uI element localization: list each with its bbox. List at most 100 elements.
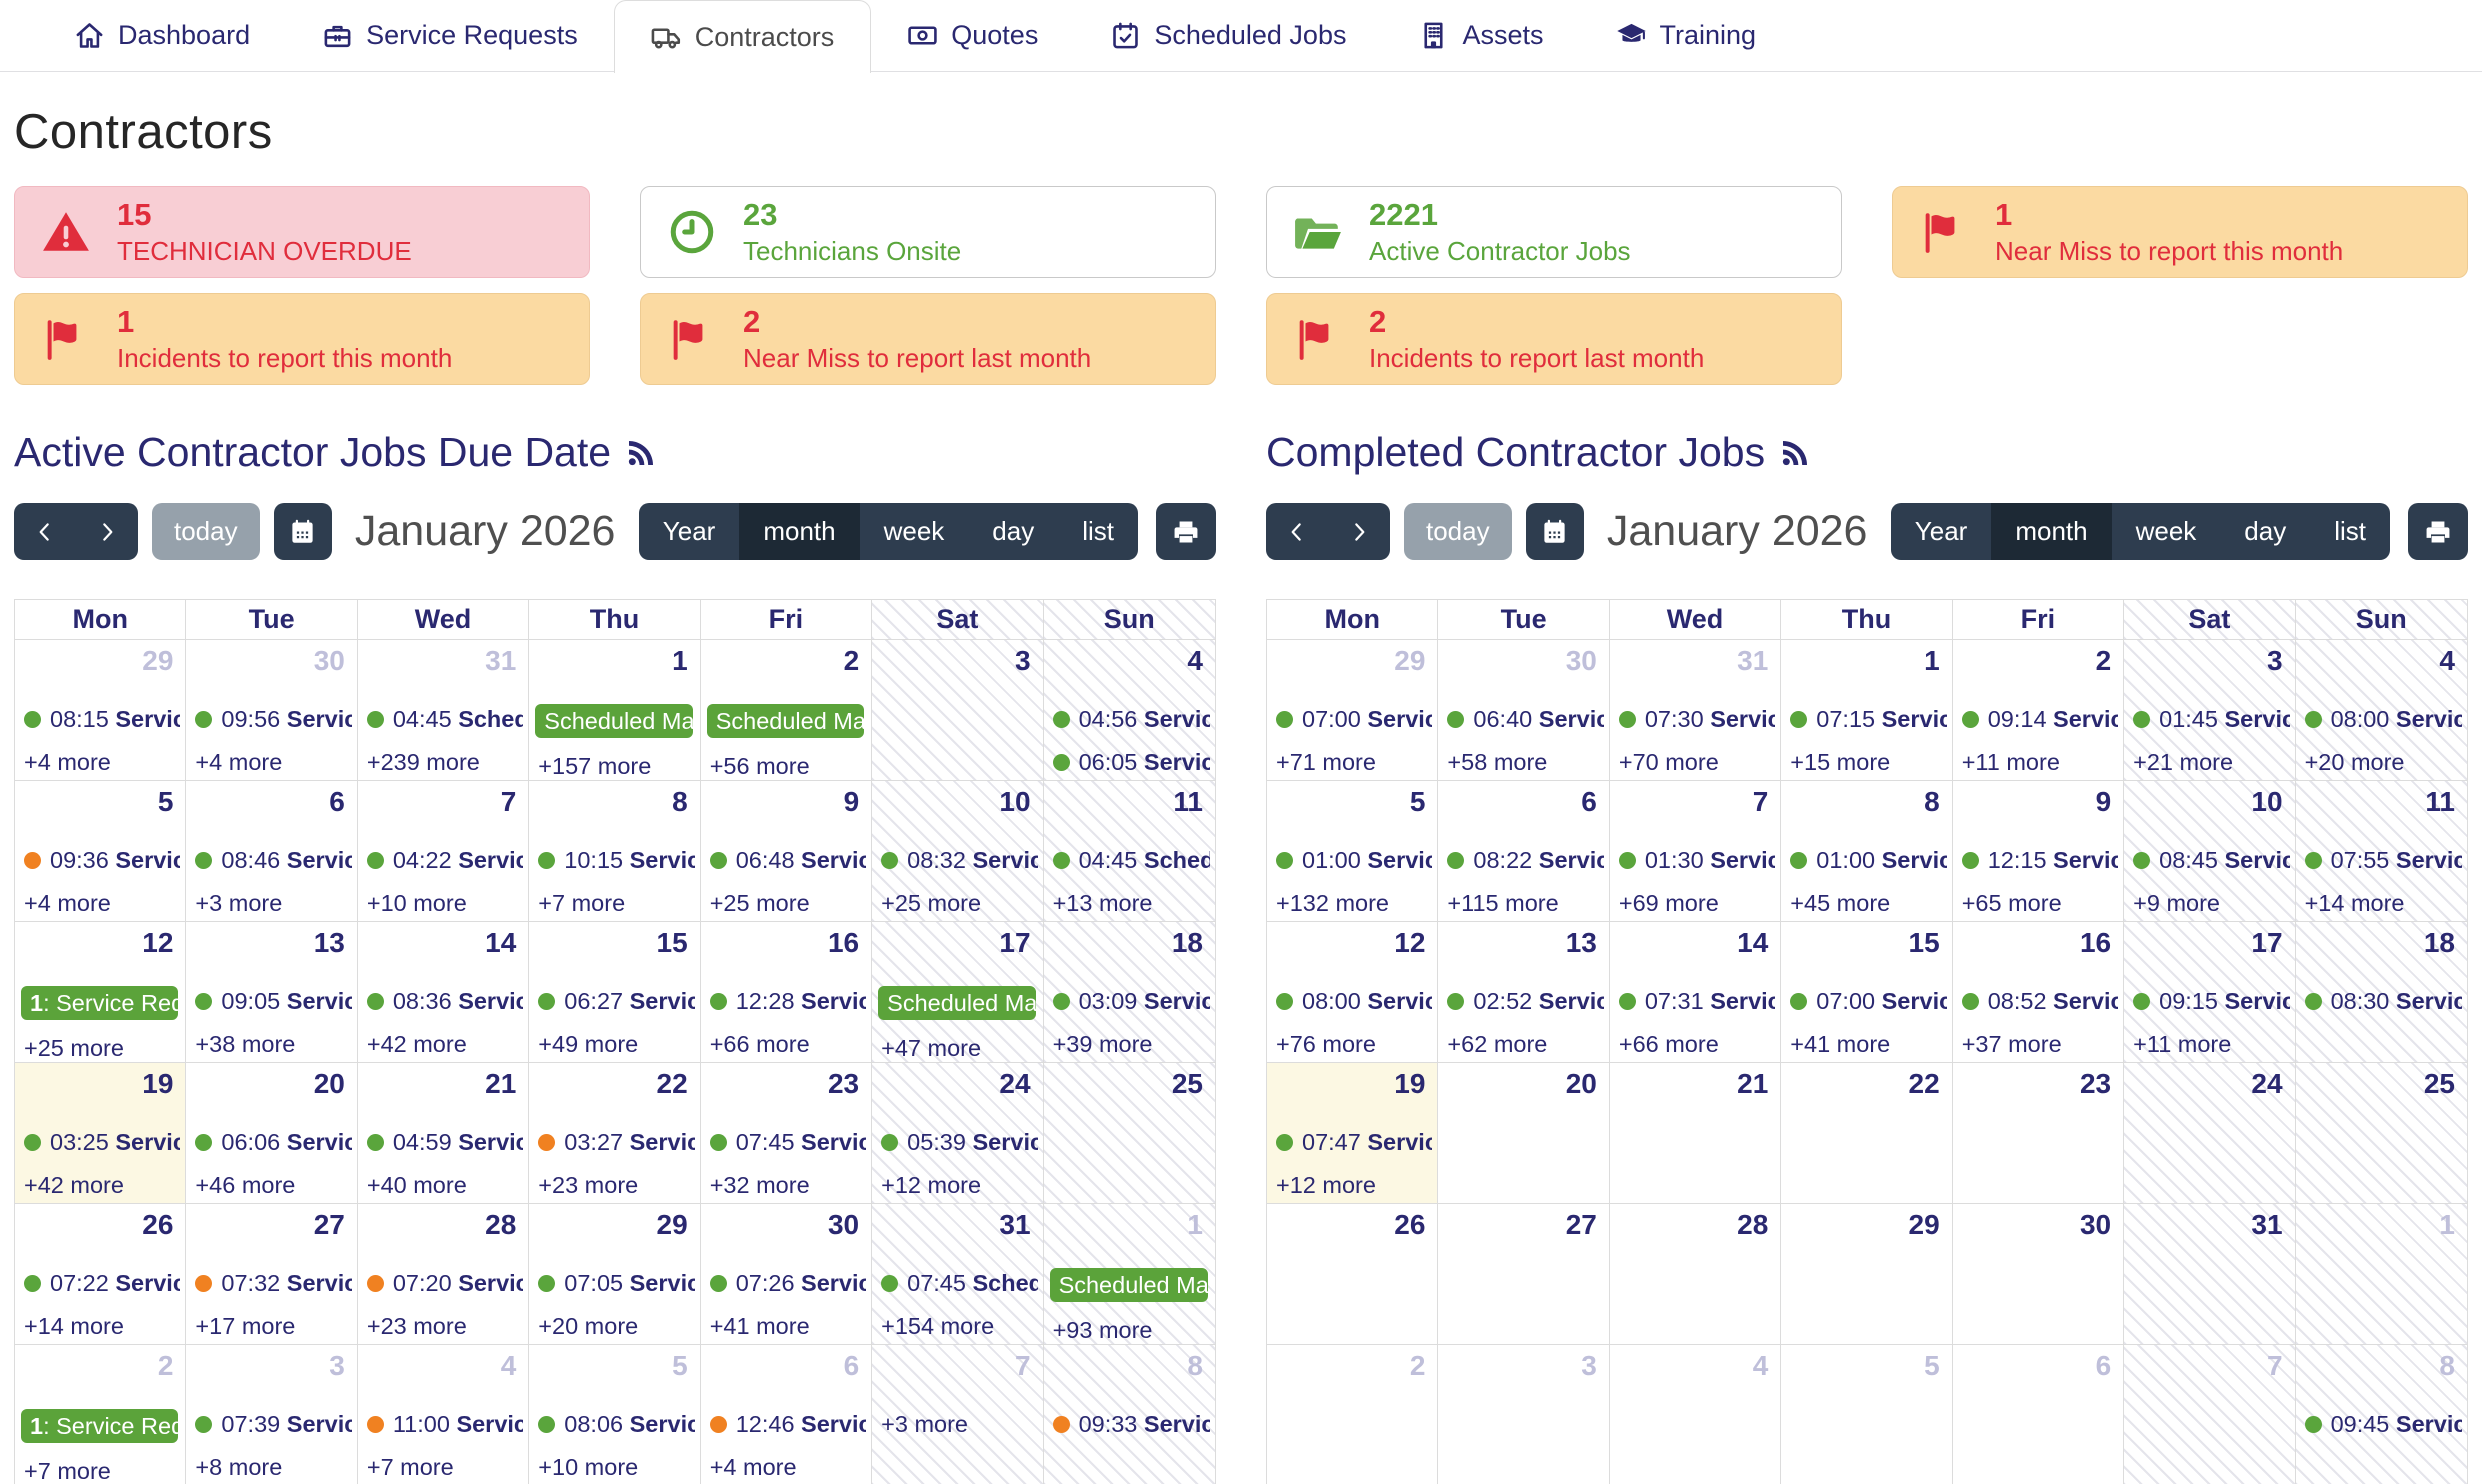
event-dot-item[interactable]: 08:00 Service — [2301, 704, 2462, 734]
more-events-link[interactable]: +65 more — [1961, 890, 2062, 916]
day-cell-30[interactable]: 30 09:56 Service +4 more — [186, 640, 358, 781]
day-cell-6[interactable]: 6 12:46 Service +4 more — [700, 1345, 873, 1484]
event-dot-item[interactable]: 07:47 Service — [1272, 1127, 1432, 1157]
day-cell-26[interactable]: 26 — [1267, 1204, 1439, 1345]
nav-tab-contractors[interactable]: Contractors — [613, 0, 872, 73]
nav-tab-scheduled-jobs[interactable]: Scheduled Jobs — [1074, 0, 1382, 71]
more-events-link[interactable]: +11 more — [1961, 749, 2060, 775]
event-dot-item[interactable]: 07:00 Service — [1786, 986, 1947, 1016]
event-dot-item[interactable]: 07:32 Service — [191, 1268, 352, 1298]
day-cell-18[interactable]: 18 08:30 Service — [2295, 922, 2467, 1063]
more-events-link[interactable]: +9 more — [2133, 890, 2221, 916]
more-events-link[interactable]: +15 more — [1790, 749, 1891, 775]
nav-tab-dashboard[interactable]: Dashboard — [38, 0, 286, 71]
day-cell-21[interactable]: 21 — [1609, 1063, 1782, 1204]
event-dot-item[interactable]: 08:30 Service — [2301, 986, 2462, 1016]
event-dot-item[interactable]: 09:33 Service — [1049, 1409, 1210, 1439]
more-events-link[interactable]: +20 more — [2304, 749, 2405, 775]
more-events-link[interactable]: +71 more — [1276, 749, 1376, 775]
day-cell-29[interactable]: 29 — [1781, 1204, 1953, 1345]
event-block-item[interactable]: Scheduled Mainte — [706, 704, 865, 738]
event-dot-item[interactable]: 08:46 Service — [191, 845, 352, 875]
day-cell-5[interactable]: 5 01:00 Service +132 more — [1267, 781, 1439, 922]
event-dot-item[interactable]: 07:26 Service — [706, 1268, 866, 1298]
day-cell-18[interactable]: 18 03:09 Service +39 more — [1043, 922, 1215, 1063]
more-events-link[interactable]: +23 more — [538, 1172, 639, 1198]
event-dot-item[interactable]: 08:32 Service — [877, 845, 1038, 875]
more-events-link[interactable]: +239 more — [366, 749, 480, 775]
event-dot-item[interactable]: 08:00 Service — [1272, 986, 1432, 1016]
more-events-link[interactable]: +4 more — [709, 1454, 797, 1480]
day-cell-19[interactable]: 19 03:25 Service +42 more — [15, 1063, 187, 1204]
event-block-item[interactable]: Scheduled Mainte — [535, 704, 693, 738]
event-dot-item[interactable]: 04:59 Service — [363, 1127, 523, 1157]
day-cell-10[interactable]: 10 08:45 Service +9 more — [2124, 781, 2296, 922]
event-dot-item[interactable]: 06:06 Service — [191, 1127, 352, 1157]
more-events-link[interactable]: +45 more — [1790, 890, 1891, 916]
event-dot-item[interactable]: 01:45 Service — [2129, 704, 2290, 734]
event-dot-item[interactable]: 07:30 Service — [1615, 704, 1775, 734]
event-dot-item[interactable]: 07:00 Service — [1272, 704, 1432, 734]
day-cell-12[interactable]: 12 08:00 Service +76 more — [1267, 922, 1439, 1063]
more-events-link[interactable]: +25 more — [881, 890, 982, 916]
stat-card[interactable]: 15 TECHNICIAN OVERDUE — [14, 186, 590, 278]
nav-tab-service-requests[interactable]: Service Requests — [286, 0, 614, 71]
stat-card[interactable]: 1 Near Miss to report this month — [1892, 186, 2468, 278]
event-dot-item[interactable]: 06:40 Service — [1443, 704, 1604, 734]
nav-tab-training[interactable]: Training — [1580, 0, 1793, 71]
day-cell-16[interactable]: 16 12:28 Service +66 more — [700, 922, 873, 1063]
more-events-link[interactable]: +39 more — [1052, 1031, 1153, 1057]
day-cell-3[interactable]: 3 01:45 Service +21 more — [2124, 640, 2296, 781]
more-events-link[interactable]: +20 more — [538, 1313, 639, 1339]
more-events-link[interactable]: +7 more — [366, 1454, 454, 1480]
day-cell-5[interactable]: 5 09:36 Service +4 more — [15, 781, 187, 922]
view-button-day[interactable]: day — [2220, 503, 2311, 560]
event-dot-item[interactable]: 09:05 Service — [191, 986, 352, 1016]
day-cell-30[interactable]: 30 06:40 Service +58 more — [1438, 640, 1610, 781]
event-dot-item[interactable]: 04:56 Service — [1049, 704, 1210, 734]
event-block-item[interactable]: Scheduled Mainte — [1049, 1268, 1208, 1302]
day-cell-23[interactable]: 23 07:45 Service +32 more — [700, 1063, 873, 1204]
day-cell-27[interactable]: 27 — [1438, 1204, 1610, 1345]
view-button-week[interactable]: week — [859, 503, 969, 560]
event-dot-item[interactable]: 04:45 Schedul — [363, 704, 523, 734]
day-cell-28[interactable]: 28 07:20 Service +23 more — [357, 1204, 530, 1345]
day-cell-1[interactable]: 1 — [2295, 1204, 2467, 1345]
more-events-link[interactable]: +58 more — [1447, 749, 1548, 775]
view-button-year[interactable]: Year — [1890, 503, 1992, 560]
day-cell-25[interactable]: 25 — [2295, 1063, 2467, 1204]
event-dot-item[interactable]: 07:39 Service — [191, 1409, 352, 1439]
view-button-list[interactable]: list — [1058, 503, 1138, 560]
event-dot-item[interactable]: 09:56 Service — [191, 704, 352, 734]
day-cell-2[interactable]: 2 — [1267, 1345, 1439, 1484]
print-button[interactable] — [2408, 503, 2468, 560]
event-dot-item[interactable]: 12:15 Service — [1958, 845, 2118, 875]
more-events-link[interactable]: +56 more — [709, 753, 810, 779]
day-cell-11[interactable]: 11 07:55 Service +14 more — [2295, 781, 2467, 922]
event-dot-item[interactable]: 03:09 Service — [1049, 986, 1210, 1016]
view-button-day[interactable]: day — [968, 503, 1059, 560]
more-events-link[interactable]: +17 more — [195, 1313, 296, 1339]
event-dot-item[interactable]: 07:55 Service — [2301, 845, 2462, 875]
day-cell-4[interactable]: 4 08:00 Service +20 more — [2295, 640, 2467, 781]
stat-card[interactable]: 23 Technicians Onsite — [640, 186, 1216, 278]
more-events-link[interactable]: +49 more — [538, 1031, 639, 1057]
more-events-link[interactable]: +42 more — [366, 1031, 467, 1057]
more-events-link[interactable]: +25 more — [709, 890, 810, 916]
today-button[interactable]: today — [152, 503, 260, 560]
event-dot-item[interactable]: 02:52 Service — [1443, 986, 1604, 1016]
day-cell-14[interactable]: 14 07:31 Service +66 more — [1609, 922, 1782, 1063]
event-dot-item[interactable]: 03:27 Service — [534, 1127, 695, 1157]
day-cell-8[interactable]: 8 09:33 Service — [1043, 1345, 1215, 1484]
day-cell-24[interactable]: 24 — [2124, 1063, 2296, 1204]
event-dot-item[interactable]: 07:05 Service — [534, 1268, 695, 1298]
day-cell-8[interactable]: 8 01:00 Service +45 more — [1781, 781, 1953, 922]
more-events-link[interactable]: +40 more — [366, 1172, 467, 1198]
day-cell-30[interactable]: 30 07:26 Service +41 more — [700, 1204, 873, 1345]
day-cell-20[interactable]: 20 — [1438, 1063, 1610, 1204]
day-cell-6[interactable]: 6 08:22 Service +115 more — [1438, 781, 1610, 922]
day-cell-7[interactable]: 7 01:30 Service +69 more — [1609, 781, 1782, 922]
day-cell-17[interactable]: 17 Scheduled Mainte +47 more — [872, 922, 1044, 1063]
stat-card[interactable]: 2 Incidents to report last month — [1266, 293, 1842, 385]
day-cell-12[interactable]: 12 1: Service Reques +25 more — [15, 922, 187, 1063]
